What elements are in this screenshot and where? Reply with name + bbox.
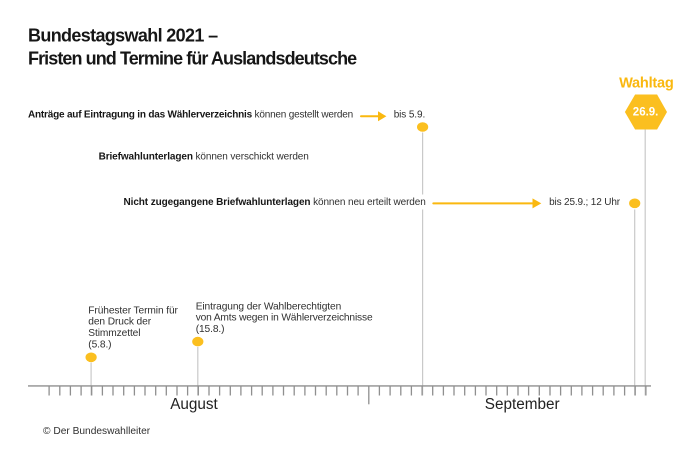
svg-text:Briefwahlunterlagen können ver: Briefwahlunterlagen können verschickt we… bbox=[99, 151, 309, 162]
svg-text:bis 5.9.: bis 5.9. bbox=[394, 109, 425, 120]
svg-text:von Amts wegen in Wählerverzei: von Amts wegen in Wählerverzeichnisse bbox=[196, 313, 373, 324]
svg-text:bis 25.9.; 12 Uhr: bis 25.9.; 12 Uhr bbox=[549, 197, 621, 208]
svg-text:Bundestagswahl 2021 –: Bundestagswahl 2021 – bbox=[28, 25, 218, 45]
svg-text:© Der Bundeswahlleiter: © Der Bundeswahlleiter bbox=[43, 426, 151, 437]
svg-text:Eintragung der Wahlberechtigte: Eintragung der Wahlberechtigten bbox=[196, 301, 341, 312]
svg-text:Nicht zugegangene Briefwahlunt: Nicht zugegangene Briefwahlunterlagen kö… bbox=[124, 197, 426, 208]
svg-text:(15.8.): (15.8.) bbox=[196, 324, 225, 335]
svg-text:September: September bbox=[485, 396, 560, 413]
svg-text:Frühester Termin für: Frühester Termin für bbox=[88, 305, 178, 316]
svg-text:Fristen und Termine für Auslan: Fristen und Termine für Auslandsdeutsche bbox=[28, 49, 357, 69]
svg-text:Anträge auf Eintragung in das: Anträge auf Eintragung in das Wählerverz… bbox=[28, 109, 353, 120]
svg-text:den Druck der: den Druck der bbox=[88, 317, 151, 328]
svg-text:26.9.: 26.9. bbox=[633, 106, 659, 118]
svg-text:August: August bbox=[170, 396, 218, 413]
svg-text:Stimmzettel: Stimmzettel bbox=[88, 328, 140, 339]
svg-text:(5.8.): (5.8.) bbox=[88, 339, 111, 350]
svg-text:Wahltag: Wahltag bbox=[619, 76, 673, 92]
